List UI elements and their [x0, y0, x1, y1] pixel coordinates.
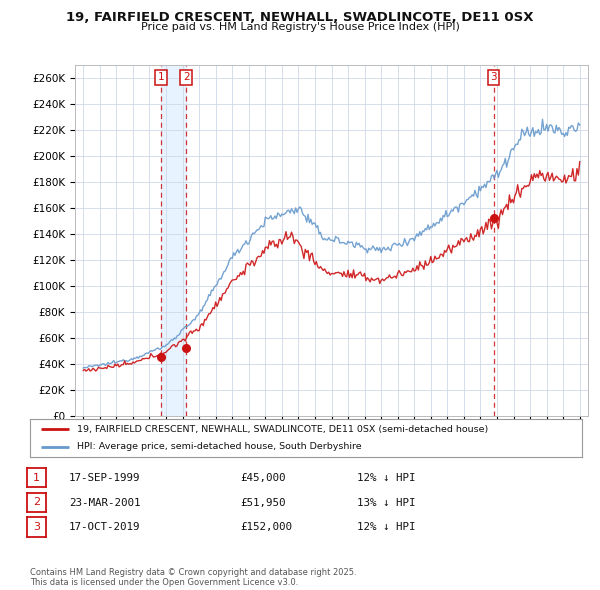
Text: 17-OCT-2019: 17-OCT-2019 — [69, 523, 140, 532]
Text: HPI: Average price, semi-detached house, South Derbyshire: HPI: Average price, semi-detached house,… — [77, 442, 362, 451]
Text: Contains HM Land Registry data © Crown copyright and database right 2025.
This d: Contains HM Land Registry data © Crown c… — [30, 568, 356, 587]
Text: 12% ↓ HPI: 12% ↓ HPI — [357, 523, 415, 532]
Bar — [161, 65, 186, 416]
Text: 3: 3 — [33, 522, 40, 532]
Text: £45,000: £45,000 — [240, 473, 286, 483]
Text: Price paid vs. HM Land Registry's House Price Index (HPI): Price paid vs. HM Land Registry's House … — [140, 22, 460, 32]
Text: 1: 1 — [158, 72, 164, 82]
Text: 19, FAIRFIELD CRESCENT, NEWHALL, SWADLINCOTE, DE11 0SX: 19, FAIRFIELD CRESCENT, NEWHALL, SWADLIN… — [66, 11, 534, 24]
Text: 17-SEP-1999: 17-SEP-1999 — [69, 473, 140, 483]
Text: £152,000: £152,000 — [240, 523, 292, 532]
Text: 3: 3 — [490, 72, 497, 82]
Text: 12% ↓ HPI: 12% ↓ HPI — [357, 473, 415, 483]
Text: 2: 2 — [183, 72, 190, 82]
Text: 23-MAR-2001: 23-MAR-2001 — [69, 498, 140, 507]
Text: 19, FAIRFIELD CRESCENT, NEWHALL, SWADLINCOTE, DE11 0SX (semi-detached house): 19, FAIRFIELD CRESCENT, NEWHALL, SWADLIN… — [77, 425, 488, 434]
Text: 2: 2 — [33, 497, 40, 507]
Text: 13% ↓ HPI: 13% ↓ HPI — [357, 498, 415, 507]
Text: 1: 1 — [33, 473, 40, 483]
Text: £51,950: £51,950 — [240, 498, 286, 507]
